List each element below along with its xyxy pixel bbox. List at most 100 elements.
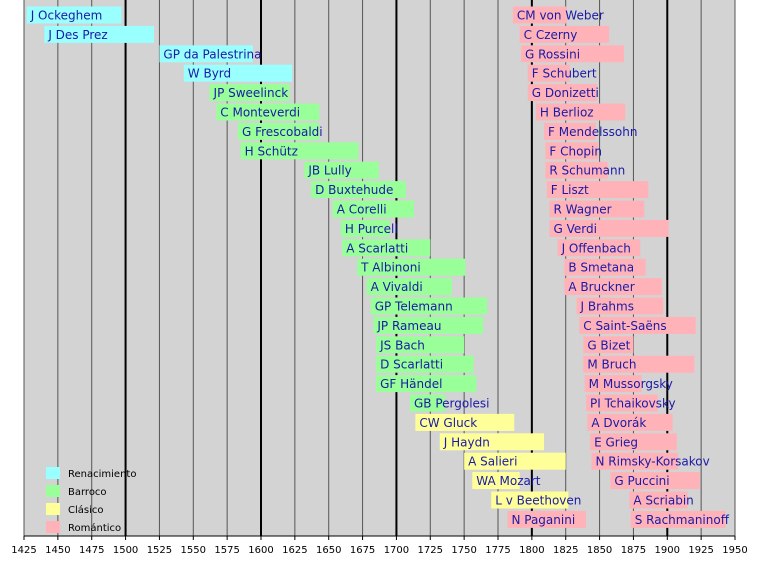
bar-composers_col1-22: [439, 433, 545, 451]
composer-bar: F Mendelssohn: [544, 122, 637, 140]
tick-label: 1700: [384, 545, 409, 556]
bar-composers_col2-6: [544, 122, 596, 140]
bar-composers_col1-17: [376, 336, 465, 354]
composer-label: GB Pergolesi: [414, 397, 490, 411]
bar-composers_col2-9: [546, 181, 649, 199]
bar-composers_col1-8: [304, 161, 379, 179]
bar-composers_col1-9: [311, 181, 406, 199]
bar-composers_col2-22: [590, 433, 677, 451]
composer-bar: D Buxtehude: [311, 181, 406, 199]
composer-label: F Liszt: [551, 183, 589, 197]
tick-label: 1925: [688, 545, 713, 556]
composer-label: CM von Weber: [517, 9, 604, 23]
composer-bar: H Schütz: [240, 142, 359, 160]
composer-label: J Haydn: [443, 435, 490, 449]
bar-composers_col1-2: [159, 45, 253, 63]
bar-composers_col1-16: [373, 316, 484, 334]
composer-bar: JP Rameau: [373, 316, 484, 334]
bar-composers_col2-16: [579, 316, 696, 334]
bar-composers_col2-3: [527, 64, 570, 82]
composer-bar: F Chopin: [545, 142, 602, 160]
bar-composers_col1-23: [464, 452, 566, 470]
composer-bar: G Bizet: [583, 336, 634, 354]
composer-bar: GP da Palestrina: [159, 45, 262, 63]
bar-composers_col2-18: [583, 355, 695, 373]
legend-label: Romántico: [68, 522, 121, 534]
composer-label: G Bizet: [587, 338, 630, 352]
composer-bar: G Donizetti: [527, 84, 599, 102]
composer-label: H Purcell: [345, 222, 398, 236]
composer-bar: B Smetana: [564, 258, 646, 276]
composer-label: J Ockeghem: [30, 9, 103, 23]
composer-bar: M Bruch: [583, 355, 695, 373]
bar-composers_col1-26: [507, 510, 587, 528]
composer-bar: GP Telemann: [370, 297, 488, 315]
tick-label: 1875: [621, 545, 646, 556]
composer-bar: JP Sweelinck: [209, 84, 290, 102]
tick-label: 1450: [45, 545, 70, 556]
bar-composers_col2-19: [584, 375, 642, 393]
composer-label: C Monteverdi: [220, 106, 300, 120]
composer-bar: J Haydn: [439, 433, 545, 451]
bar-composers_col1-20: [409, 394, 446, 412]
legend-swatch-baroque: [46, 485, 60, 497]
bar-composers_col1-15: [370, 297, 488, 315]
bar-composers_col2-11: [549, 219, 669, 237]
composer-label: A Scriabin: [633, 494, 693, 508]
composer-label: J Offenbach: [561, 241, 631, 255]
composer-bar: J Brahms: [576, 297, 664, 315]
bar-composers_col1-1: [44, 25, 155, 43]
composer-bar: G Rossini: [521, 45, 624, 63]
legend: Renacimiento Barroco Clásico Romántico: [46, 467, 136, 534]
bar-composers_col2-8: [545, 161, 608, 179]
bar-composers_col1-24: [472, 472, 520, 490]
bar-composers_col2-20: [586, 394, 658, 412]
composer-bar: CW Gluck: [415, 413, 515, 431]
composer-bar: J Offenbach: [557, 239, 641, 257]
composer-bar: GB Pergolesi: [409, 394, 490, 412]
composer-label: L v Beethoven: [495, 494, 581, 508]
composer-label: E Grieg: [594, 435, 638, 449]
bar-composers_col1-19: [376, 375, 477, 393]
composer-bar: C Saint-Saëns: [579, 316, 696, 334]
composer-bar: A Dvorák: [587, 413, 673, 431]
bar-composers_col2-14: [564, 278, 662, 296]
composer-bar: PI Tchaikovsky: [586, 394, 676, 412]
legend-swatch-romantic: [46, 521, 60, 533]
tick-label: 1650: [316, 545, 341, 556]
bar-composers_col2-13: [564, 258, 646, 276]
x-axis: 1425 1450 1475 1500 1525 1550 1575 1600 1625 1650…: [11, 535, 748, 556]
tick-label: 1475: [79, 545, 104, 556]
composer-label: W Byrd: [188, 67, 231, 81]
composer-label: G Verdi: [553, 222, 596, 236]
composer-bar: S Rachmaninoff: [630, 510, 730, 528]
composer-label: C Saint-Saëns: [583, 319, 666, 333]
composer-bar: E Grieg: [590, 433, 677, 451]
composer-bar: T Albinoni: [357, 258, 466, 276]
bar-composers_col2-7: [545, 142, 599, 160]
bar-composers_col2-5: [535, 103, 626, 121]
bar-composers_col1-18: [376, 355, 474, 373]
composer-label: N Rimsky-Korsakov: [595, 455, 709, 469]
tick-label: 1525: [147, 545, 172, 556]
composer-bar: W Byrd: [183, 64, 293, 82]
composer-label: D Buxtehude: [315, 183, 393, 197]
bar-composers_col1-25: [491, 491, 569, 509]
legend-label: Barroco: [68, 487, 107, 498]
composer-bar: L v Beethoven: [491, 491, 581, 509]
tick-label: 1625: [282, 545, 307, 556]
tick-label: 1950: [722, 545, 747, 556]
composer-label: B Smetana: [568, 261, 634, 275]
composer-label: JS Bach: [379, 338, 425, 352]
legend-swatch-classical: [46, 503, 60, 515]
bar-composers_col2-25: [629, 491, 688, 509]
bar-composers_col2-4: [527, 84, 597, 102]
composer-bar: R Schumann: [545, 161, 625, 179]
bar-composers_col2-17: [583, 336, 634, 354]
bar-composers_col2-21: [587, 413, 673, 431]
bar-composers_col1-0: [26, 6, 122, 24]
composer-bar: A Scriabin: [629, 491, 694, 509]
composer-label: GP Telemann: [375, 300, 453, 314]
